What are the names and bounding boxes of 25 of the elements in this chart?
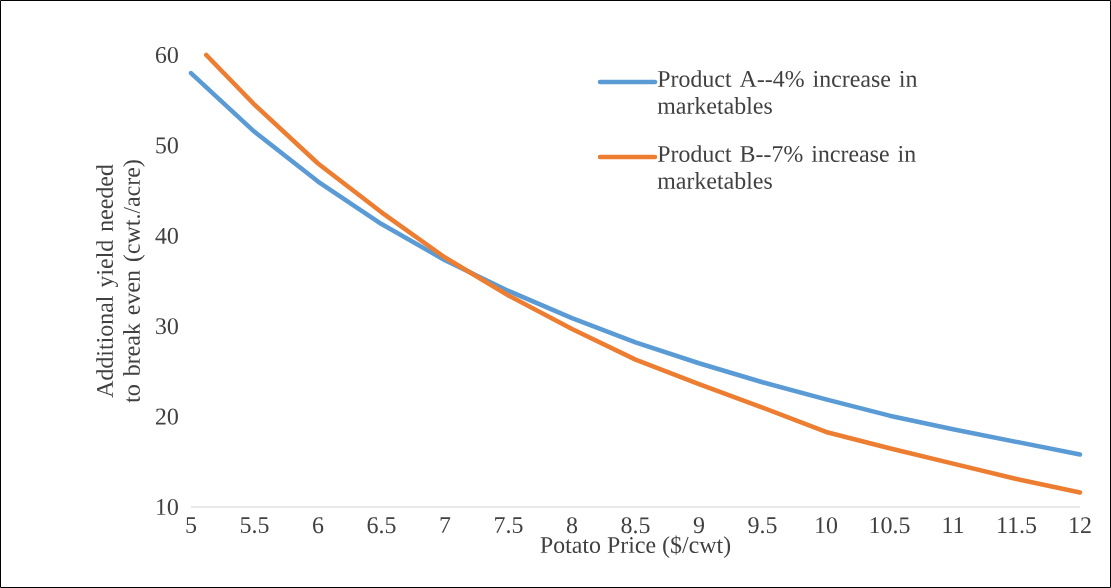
- x-tick-label: 12: [1070, 517, 1091, 533]
- y-axis-title: Additional yield needed to break even (cwt./acre): [96, 160, 145, 403]
- x-tick-label: 6.5: [367, 517, 396, 534]
- x-tick-label: 8: [566, 517, 578, 534]
- y-tick-label: 60: [155, 46, 178, 64]
- x-tick-label: 11.5: [998, 517, 1037, 534]
- x-tick-label: 10.5: [870, 517, 910, 534]
- legend-label: Product A--4% increase in marketables: [657, 70, 918, 114]
- y-tick-label: 30: [156, 318, 178, 335]
- x-tick-label: 11: [943, 517, 964, 533]
- x-tick-label: 9: [693, 517, 704, 534]
- y-tick-label: 40: [155, 227, 178, 244]
- y-tick-label: 20: [155, 408, 178, 425]
- y-tick-label: 50: [156, 137, 178, 154]
- x-tick-label: 7.5: [495, 517, 523, 534]
- x-tick-label: 7: [440, 517, 451, 533]
- x-tick-label: 10: [816, 517, 838, 534]
- legend-label: Product B--7% increase in marketables: [657, 145, 916, 189]
- y-tick-label: 10: [157, 498, 178, 516]
- x-axis-title: Potato Price ($/cwt): [540, 535, 731, 558]
- x-tick-label: 6: [313, 517, 324, 534]
- x-tick-label: 5: [186, 517, 197, 534]
- x-tick-label: 8.5: [621, 517, 650, 534]
- x-tick-label: 5.5: [240, 517, 269, 534]
- x-tick-label: 9.5: [748, 517, 777, 534]
